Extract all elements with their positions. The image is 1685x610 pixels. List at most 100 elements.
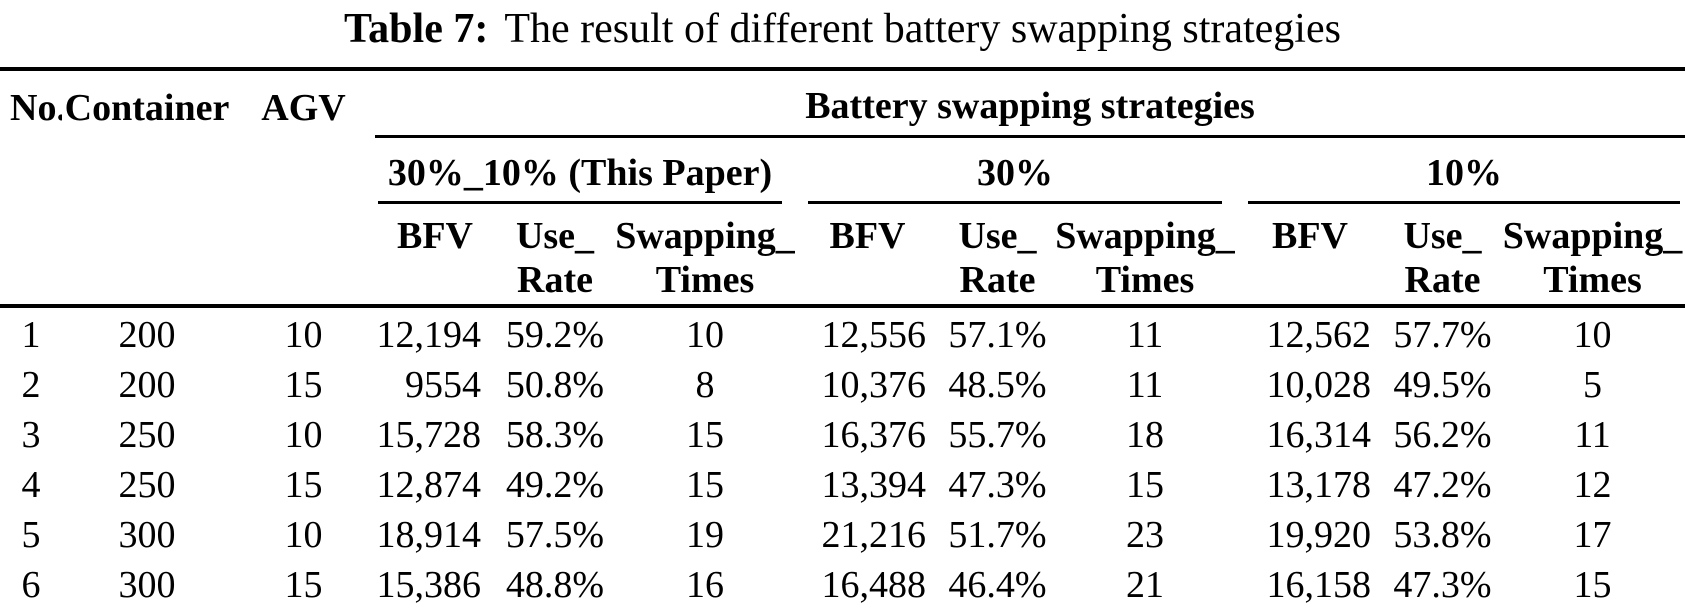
- results-table: No. Container AGV Battery swapping strat…: [0, 67, 1685, 610]
- header-row-metrics: BFV Use_ Rate Swapping_ Times BFV Use_ R…: [0, 204, 1685, 308]
- metric-header-bfv: BFV: [795, 204, 940, 308]
- cell-bfv: 12,556: [821, 314, 927, 356]
- metric-header-bfv: BFV: [375, 204, 495, 308]
- col-header-container: Container: [62, 69, 232, 308]
- table-row: 4 250 15 12,874 49.2% 15 13,394 47.3% 15…: [0, 460, 1685, 510]
- metric-header-swapping-times: Swapping_ Times: [615, 204, 795, 308]
- metric-header-use-rate: Use_ Rate: [1385, 204, 1500, 308]
- cell-use-rate: 55.7%: [948, 414, 1047, 456]
- cell-use-rate: 56.2%: [1393, 414, 1492, 456]
- cell-use-rate: 48.5%: [948, 364, 1047, 406]
- cell-bfv: 13,178: [1266, 464, 1372, 506]
- cell-swapping-times: 18: [1126, 414, 1164, 456]
- cell-bfv: 16,488: [821, 564, 927, 606]
- cell-agv: 10: [284, 514, 323, 556]
- cell-use-rate: 57.7%: [1393, 314, 1492, 356]
- cell-agv: 15: [284, 364, 323, 406]
- cell-use-rate: 49.5%: [1393, 364, 1492, 406]
- cell-agv: 10: [284, 314, 323, 356]
- cell-container: 300: [118, 564, 176, 606]
- caption-label: Table 7:: [344, 6, 489, 52]
- cell-bfv: 10,028: [1266, 364, 1372, 406]
- cell-swapping-times: 11: [1574, 414, 1611, 456]
- cell-swapping-times: 10: [686, 314, 724, 356]
- cell-use-rate: 46.4%: [948, 564, 1047, 606]
- strategy-group-label: 10%: [1248, 150, 1681, 204]
- metric-header-use-rate: Use_ Rate: [940, 204, 1055, 308]
- cell-use-rate: 57.1%: [948, 314, 1047, 356]
- cell-container: 250: [118, 414, 176, 456]
- cell-use-rate: 47.2%: [1393, 464, 1492, 506]
- cell-bfv: 16,376: [821, 414, 927, 456]
- cell-bfv: 10,376: [821, 364, 927, 406]
- cell-no: 2: [21, 364, 41, 406]
- strategy-group-10: 10%: [1235, 138, 1685, 204]
- metric-header-bfv: BFV: [1235, 204, 1385, 308]
- metric-header-swapping-times: Swapping_ Times: [1055, 204, 1235, 308]
- caption-text: The result of different battery swapping…: [504, 6, 1341, 52]
- table-row: 3 250 10 15,728 58.3% 15 16,376 55.7% 18…: [0, 410, 1685, 460]
- cell-use-rate: 47.3%: [1393, 564, 1492, 606]
- cell-no: 1: [21, 314, 41, 356]
- cell-use-rate: 48.8%: [505, 564, 605, 606]
- col-header-no: No.: [0, 69, 62, 308]
- cell-swapping-times: 15: [1573, 564, 1612, 606]
- cell-no: 5: [21, 514, 41, 556]
- strategy-group-30: 30%: [795, 138, 1235, 204]
- cell-bfv: 15,728: [376, 414, 482, 456]
- cell-agv: 15: [284, 564, 323, 606]
- cell-agv: 15: [284, 464, 323, 506]
- table-row: 5 300 10 18,914 57.5% 19 21,216 51.7% 23…: [0, 510, 1685, 560]
- cell-swapping-times: 10: [1573, 314, 1612, 356]
- cell-use-rate: 58.3%: [505, 414, 605, 456]
- cell-no: 6: [21, 564, 41, 606]
- cell-bfv: 9554: [405, 364, 481, 406]
- col-header-agv: AGV: [232, 69, 375, 308]
- cell-swapping-times: 17: [1573, 514, 1612, 556]
- cell-bfv: 21,216: [821, 514, 927, 556]
- cell-agv: 10: [284, 414, 323, 456]
- cell-swapping-times: 23: [1126, 514, 1164, 556]
- cell-no: 4: [21, 464, 41, 506]
- cell-use-rate: 57.5%: [505, 514, 605, 556]
- table-row: 6 300 15 15,386 48.8% 16 16,488 46.4% 21…: [0, 560, 1685, 610]
- cell-container: 250: [118, 464, 176, 506]
- cell-use-rate: 49.2%: [505, 464, 605, 506]
- cell-container: 300: [118, 514, 176, 556]
- cell-use-rate: 50.8%: [505, 364, 605, 406]
- cell-bfv: 18,914: [376, 514, 482, 556]
- cell-bfv: 12,562: [1266, 314, 1372, 356]
- cell-bfv: 16,158: [1266, 564, 1372, 606]
- cell-swapping-times: 12: [1573, 464, 1612, 506]
- metric-header-use-rate: Use_ Rate: [495, 204, 615, 308]
- cell-container: 200: [118, 364, 176, 406]
- strategy-group-30-10-this-paper: 30%_10% (This Paper): [375, 138, 795, 204]
- cell-swapping-times: 15: [686, 414, 724, 456]
- table-row: 2 200 15 9554 50.8% 8 10,376 48.5% 11 10…: [0, 360, 1685, 410]
- cell-bfv: 12,874: [376, 464, 482, 506]
- cell-swapping-times: 11: [1126, 364, 1164, 406]
- header-row-strategies: 30%_10% (This Paper) 30% 10%: [0, 138, 1685, 204]
- cell-bfv: 16,314: [1266, 414, 1372, 456]
- cell-swapping-times: 21: [1126, 564, 1164, 606]
- cell-container: 200: [118, 314, 176, 356]
- cell-swapping-times: 15: [686, 464, 724, 506]
- cell-swapping-times: 19: [686, 514, 724, 556]
- cell-bfv: 12,194: [376, 314, 482, 356]
- group-header-label: Battery swapping strategies: [375, 83, 1685, 138]
- group-header-battery-swapping-strategies: Battery swapping strategies: [375, 69, 1685, 138]
- cell-use-rate: 59.2%: [505, 314, 605, 356]
- table-row: 1 200 10 12,194 59.2% 10 12,556 57.1% 11…: [0, 306, 1685, 360]
- cell-bfv: 15,386: [376, 564, 482, 606]
- cell-no: 3: [21, 414, 41, 456]
- strategy-group-label: 30%: [808, 150, 1222, 204]
- cell-use-rate: 51.7%: [948, 514, 1047, 556]
- strategy-group-label: 30%_10% (This Paper): [378, 150, 782, 204]
- cell-use-rate: 47.3%: [948, 464, 1047, 506]
- header-row-top: No. Container AGV Battery swapping strat…: [0, 69, 1685, 308]
- cell-swapping-times: 15: [1126, 464, 1164, 506]
- metric-header-swapping-times: Swapping_ Times: [1500, 204, 1685, 308]
- cell-swapping-times: 5: [1583, 364, 1603, 406]
- table-caption: Table 7: The result of different battery …: [0, 0, 1685, 53]
